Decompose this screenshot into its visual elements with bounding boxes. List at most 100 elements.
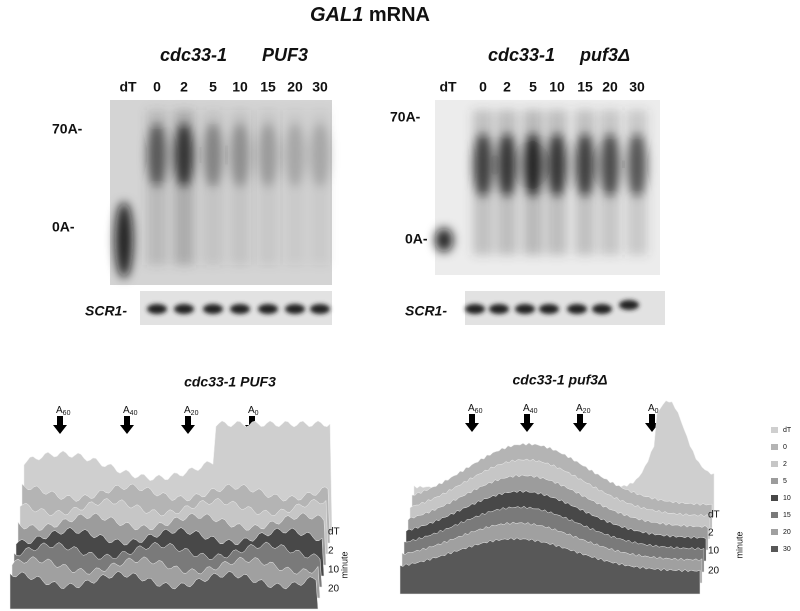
lane-label: 2	[503, 79, 511, 95]
arrow-label: A60	[468, 403, 483, 415]
legend-swatch	[771, 461, 778, 467]
loading-band	[465, 304, 485, 314]
arrow-sub: 60	[475, 408, 483, 415]
depth-title: minute	[734, 531, 744, 558]
legend-label: 5	[783, 478, 787, 485]
legend-label: 30	[783, 546, 791, 553]
profile-title: cdc33-1 puf3Δ	[513, 372, 608, 388]
profile-layer	[399, 537, 701, 595]
smear-core	[285, 123, 305, 187]
loading-band	[515, 304, 535, 314]
arrow-label: A0	[248, 405, 259, 417]
arrow-base: A	[468, 403, 475, 414]
loading-band	[258, 304, 278, 314]
arrow-base: A	[123, 405, 130, 416]
legend-label: 20	[783, 529, 791, 536]
smear-core	[230, 123, 250, 187]
loading-band	[619, 300, 639, 310]
depth-label: 2	[328, 546, 334, 557]
arrow-sub: 60	[63, 410, 71, 417]
arrow-label: A20	[184, 405, 199, 417]
legend-swatch	[771, 495, 778, 501]
loading-band	[567, 304, 587, 314]
arrow-label: A40	[123, 405, 138, 417]
depth-label: 20	[708, 566, 720, 577]
loading-band	[489, 304, 509, 314]
legend-swatch	[771, 427, 778, 433]
arrow-label: A20	[576, 403, 591, 415]
loading-bands	[147, 304, 330, 314]
depth-label: 10	[328, 565, 340, 576]
arrow	[465, 414, 479, 432]
lane-label: 15	[260, 79, 276, 95]
legend-label: 0	[783, 444, 787, 451]
legend-swatch	[771, 478, 778, 484]
gel-lanes	[115, 110, 330, 278]
arrow-sub: 0	[255, 410, 259, 417]
gel-lanes	[435, 110, 647, 255]
arrow-base: A	[523, 403, 530, 414]
size-marker: 0A-	[52, 219, 75, 235]
arrow-base: A	[56, 405, 63, 416]
smear-core	[575, 133, 595, 197]
smear-core	[174, 123, 194, 187]
legend-swatch	[771, 444, 778, 450]
smear-core	[147, 123, 167, 187]
lane-label: 5	[529, 79, 537, 95]
loading-band	[203, 304, 223, 314]
loading-band	[592, 304, 612, 314]
title-gene: GAL1	[310, 4, 363, 26]
legend-swatch	[771, 546, 778, 552]
blot-strain: cdc33-1	[160, 45, 227, 65]
lane-label: 30	[312, 79, 328, 95]
smear-core	[523, 133, 543, 197]
arrow	[53, 416, 67, 434]
smear-core	[497, 133, 517, 197]
arrow-sub: 40	[530, 408, 538, 415]
depth-label: 10	[708, 546, 720, 557]
size-marker: 0A-	[405, 231, 428, 247]
loading-band	[174, 304, 194, 314]
arrow-label: A40	[523, 403, 538, 415]
legend-swatch	[771, 529, 778, 535]
smear-core	[547, 133, 567, 197]
blot-allele: PUF3	[262, 45, 308, 65]
loading-band	[147, 304, 167, 314]
smear-core	[203, 123, 223, 187]
lane-label: 20	[287, 79, 303, 95]
title-rest: mRNA	[369, 4, 430, 26]
arrow-sub: 20	[583, 408, 591, 415]
arrow-base: A	[576, 403, 583, 414]
lane-label: 0	[153, 79, 161, 95]
dt-band	[435, 228, 453, 252]
loading-band	[230, 304, 250, 314]
blot-strain: cdc33-1	[488, 45, 555, 65]
depth-title: minute	[339, 551, 349, 578]
arrow	[520, 414, 534, 432]
size-marker: 70A-	[52, 121, 83, 137]
depth-label: dT	[328, 527, 340, 538]
smear-core	[600, 133, 620, 197]
depth-label: dT	[708, 510, 720, 521]
arrow-sub: 40	[130, 410, 138, 417]
arrow-label: A60	[56, 405, 71, 417]
legend-label: 10	[783, 495, 791, 502]
figure-title: GAL1 mRNA	[310, 4, 430, 26]
lane-label: 15	[577, 79, 593, 95]
arrow	[573, 414, 587, 432]
arrow-base: A	[184, 405, 191, 416]
size-marker: 70A-	[390, 109, 421, 125]
lane-label: 2	[180, 79, 188, 95]
lane-label: 5	[209, 79, 217, 95]
arrow-sub: 0	[655, 408, 659, 415]
loading-bands	[465, 300, 639, 314]
lane-label: dT	[439, 79, 457, 95]
smear-core	[310, 123, 330, 187]
smear-core	[258, 123, 278, 187]
profile-title: cdc33-1 PUF3	[184, 374, 276, 390]
lane-label: 30	[629, 79, 645, 95]
legend-swatch	[771, 512, 778, 518]
loading-band	[539, 304, 559, 314]
blot-allele: puf3Δ	[579, 45, 630, 65]
